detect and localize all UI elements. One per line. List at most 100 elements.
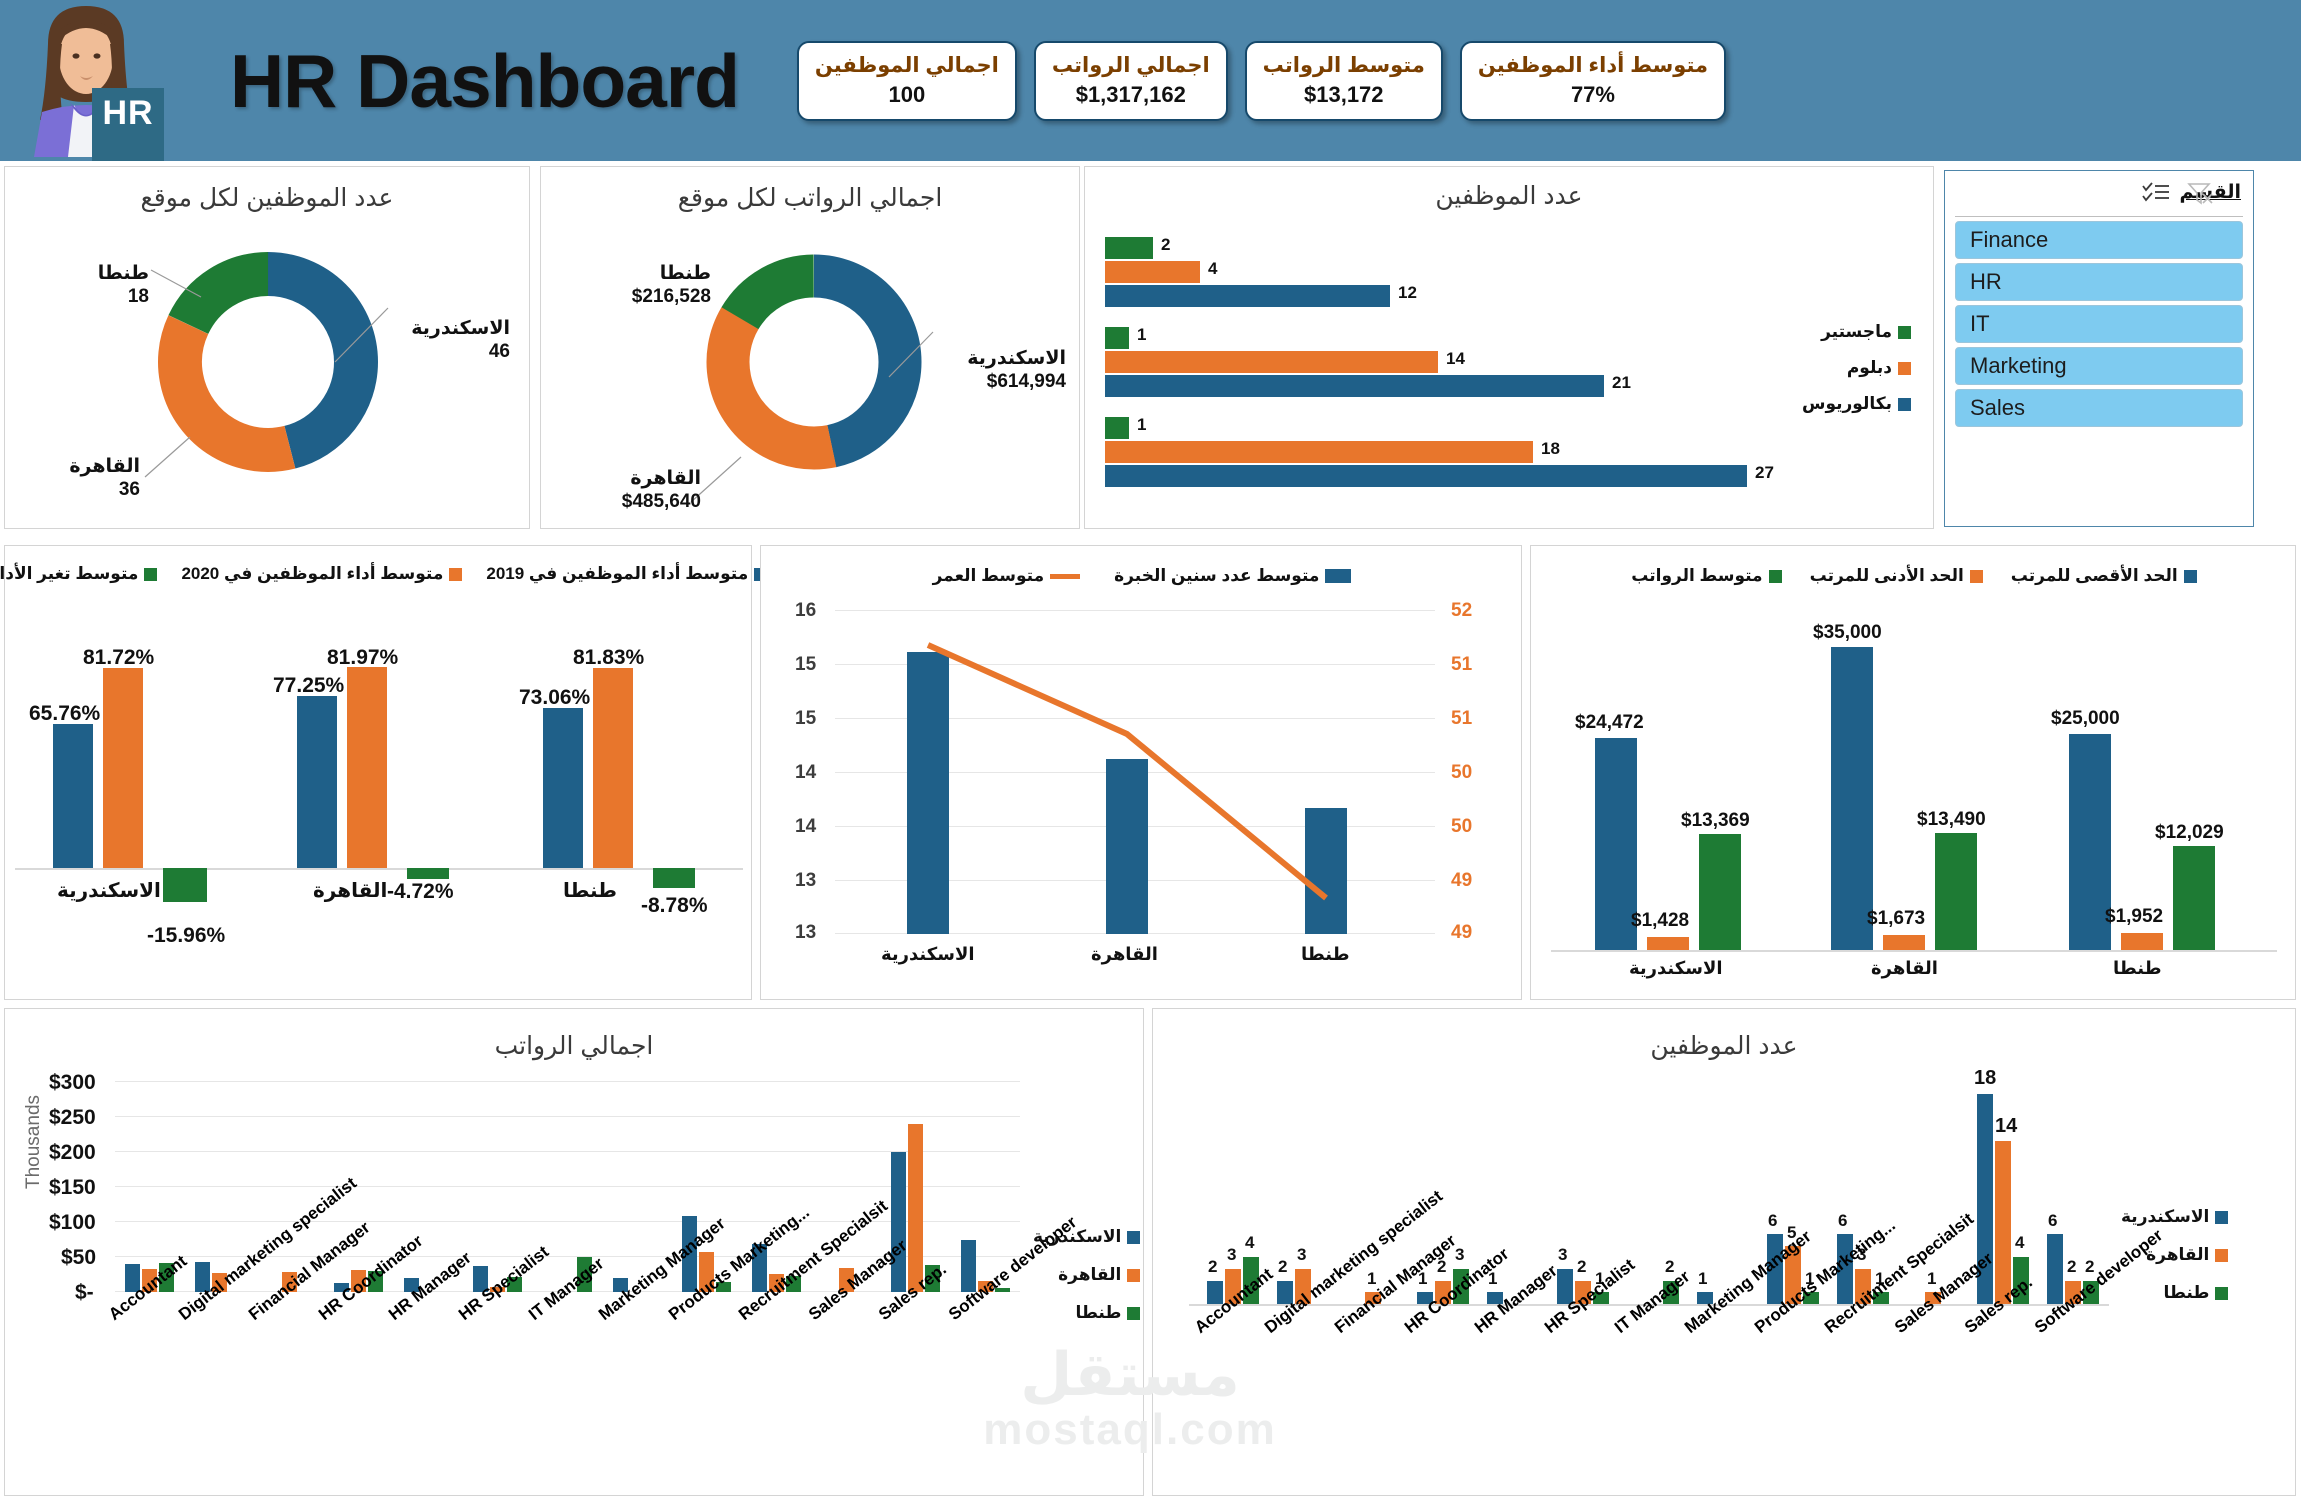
slicer-header: القسم xyxy=(1955,177,2243,217)
chart-legend: الحد الأقصى للمرتب الحد الأدنى للمرتب مت… xyxy=(1531,566,2297,586)
category-label-cairo: القاهرة xyxy=(1091,944,1158,964)
legend-swatch-icon xyxy=(144,567,158,581)
kpi-label: متوسط الرواتب xyxy=(1262,54,1425,77)
legend-item-diploma: دبلوم xyxy=(1802,358,1911,378)
donut-label-tanta: طنطا 18 xyxy=(97,263,149,308)
donut-label-cairo: القاهرة 36 xyxy=(69,456,140,501)
legend-item-avg-salary: متوسط الرواتب xyxy=(1631,566,1782,586)
bar-alexandria xyxy=(473,1266,488,1292)
bar-2020-alexandria xyxy=(103,668,143,868)
bar-experience-tanta xyxy=(1305,808,1347,934)
bar-label: $13,490 xyxy=(1917,809,1986,830)
slicer-item-sales[interactable]: Sales xyxy=(1955,389,2243,427)
slicer-item-hr[interactable]: HR xyxy=(1955,263,2243,301)
slicer-item-label: Marketing xyxy=(1970,353,2067,378)
bar-change-tanta xyxy=(653,868,695,888)
bar-label: 3 xyxy=(1297,1245,1307,1264)
bar-label: 2 xyxy=(1208,1257,1218,1276)
chart-panel-salaries-per-location: اجمالي الرواتب لكل موقع طنطا $216,528 ال… xyxy=(540,166,1080,529)
legend-swatch-icon xyxy=(1969,569,1983,583)
bar-avg-alexandria xyxy=(1699,834,1741,950)
bar-label: 73.06% xyxy=(519,686,591,709)
bar-label: 3 xyxy=(1227,1245,1237,1264)
bar-cairo xyxy=(351,1270,366,1292)
bar-label: 1 xyxy=(1595,1269,1605,1288)
legend-item-2020: متوسط أداء الموظفين في 2020 xyxy=(181,564,463,584)
legend-item-alexandria: الاسكندرية xyxy=(1033,1227,1141,1247)
chart-panel-salary-range: الحد الأقصى للمرتب الحد الأدنى للمرتب مت… xyxy=(1530,545,2296,1000)
bar-label: $25,000 xyxy=(2051,708,2120,729)
bar-label: 2 xyxy=(1161,235,1171,254)
bar-tanta xyxy=(1453,1269,1469,1304)
multi-select-icon[interactable] xyxy=(2141,181,2171,207)
bar-tanta xyxy=(925,1265,940,1292)
bar-label: 14 xyxy=(1995,1115,2018,1137)
bar-alexandria xyxy=(1837,1234,1853,1304)
slicer-item-finance[interactable]: Finance xyxy=(1955,221,2243,259)
bar-cairo xyxy=(1295,1269,1311,1304)
bar-alexandria xyxy=(1487,1292,1503,1304)
slicer-item-it[interactable]: IT xyxy=(1955,305,2243,343)
bar-label: 2 xyxy=(2085,1257,2095,1276)
legend-swatch-icon xyxy=(1127,1268,1141,1282)
bar-change-cairo xyxy=(407,868,449,879)
bar-label: 6 xyxy=(1768,1211,1778,1230)
donut-salaries-per-location xyxy=(690,254,934,503)
kpi-card-total-salaries: اجمالي الرواتب $1,317,162 xyxy=(1033,40,1228,121)
bar-diploma-g1 xyxy=(1105,261,1200,283)
ytick-right: 51 xyxy=(1451,708,1473,729)
bar-cairo xyxy=(212,1273,227,1292)
slicer-item-label: Finance xyxy=(1970,227,2049,252)
legend-label: متوسط عدد سنين الخبرة xyxy=(1114,566,1320,585)
ytick-left: 14 xyxy=(795,762,817,783)
bar-tanta xyxy=(1873,1292,1889,1304)
clear-filter-icon[interactable] xyxy=(2187,181,2217,207)
bar-cairo xyxy=(142,1269,157,1292)
bar-label: 18 xyxy=(1974,1067,1997,1089)
legend-item-alexandria: الاسكندرية xyxy=(2121,1207,2229,1227)
bar-alexandria xyxy=(1977,1094,1993,1304)
legend-swatch-icon xyxy=(1127,1306,1141,1320)
bar-tanta xyxy=(1663,1281,1679,1304)
bar-label: -4.72% xyxy=(387,880,454,903)
watermark-latin: mostaql.com xyxy=(983,1405,1277,1454)
bar-label: 1 xyxy=(1137,415,1147,434)
x-axis-line xyxy=(1551,950,2277,952)
bar-label: $1,952 xyxy=(2105,906,2164,927)
chart-panel-employee-count-by-job: عدد الموظفين 2 3 4 2 3 1 1 2 3 xyxy=(1152,1008,2296,1496)
bar-label: 4 xyxy=(2015,1233,2025,1252)
legend-label: متوسط الرواتب xyxy=(1631,566,1763,585)
avatar: HR xyxy=(0,0,175,161)
slicer-department[interactable]: القسم Finance HR IT Marketing Sales xyxy=(1944,170,2254,527)
kpi-value: $13,172 xyxy=(1304,82,1384,107)
kpi-card-average-salary: متوسط الرواتب $13,172 xyxy=(1244,40,1443,121)
y-axis-label: Thousands xyxy=(23,1094,44,1189)
x-axis-line xyxy=(1189,1304,2109,1306)
bar-label: 77.25% xyxy=(273,674,345,697)
bar-label: 21 xyxy=(1612,373,1631,392)
bar-label: 81.97% xyxy=(327,646,399,669)
bar-tanta xyxy=(716,1282,731,1292)
bar-alexandria xyxy=(613,1278,628,1292)
legend-label: متوسط أداء الموظفين في 2019 xyxy=(486,564,749,583)
chart-legend: متوسط أداء الموظفين في 2019 متوسط أداء ا… xyxy=(0,564,768,584)
legend-item-tanta: طنطا xyxy=(2121,1283,2229,1303)
ytick-right: 49 xyxy=(1451,870,1473,891)
legend-label: الحد الأقصى للمرتب xyxy=(2010,566,2178,585)
bar-bachelor-g1 xyxy=(1105,285,1390,307)
legend-swatch-icon xyxy=(2215,1286,2229,1300)
ytick: $300 xyxy=(49,1071,96,1094)
bar-cairo xyxy=(282,1272,297,1292)
ytick-left: 16 xyxy=(795,600,817,621)
bar-label: 27 xyxy=(1755,463,1774,482)
bar-change-alexandria xyxy=(163,868,207,902)
bar-min-alexandria xyxy=(1647,937,1689,950)
slicer-item-marketing[interactable]: Marketing xyxy=(1955,347,2243,385)
bar-label: -8.78% xyxy=(641,894,708,917)
ytick: $200 xyxy=(49,1141,96,1164)
chart-panel-performance-by-location: متوسط أداء الموظفين في 2019 متوسط أداء ا… xyxy=(0,545,768,1000)
bar-label: $1,428 xyxy=(1631,910,1690,931)
bar-experience-alexandria xyxy=(907,652,949,934)
donut-slice-cairo xyxy=(158,252,378,472)
bar-cairo xyxy=(1435,1281,1451,1304)
